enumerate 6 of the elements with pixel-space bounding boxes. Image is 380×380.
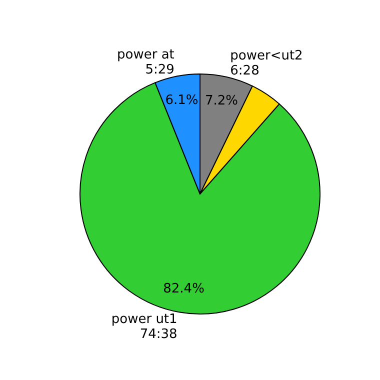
slice-label: power ut1 74:38	[111, 311, 178, 342]
data-label: 6.1%	[165, 92, 198, 108]
slice-label: power<ut2 6:28	[230, 48, 303, 78]
slice-label: power at 5:29	[117, 47, 174, 78]
data-label: 7.2%	[205, 92, 238, 108]
data-label: 82.4%	[163, 281, 204, 296]
